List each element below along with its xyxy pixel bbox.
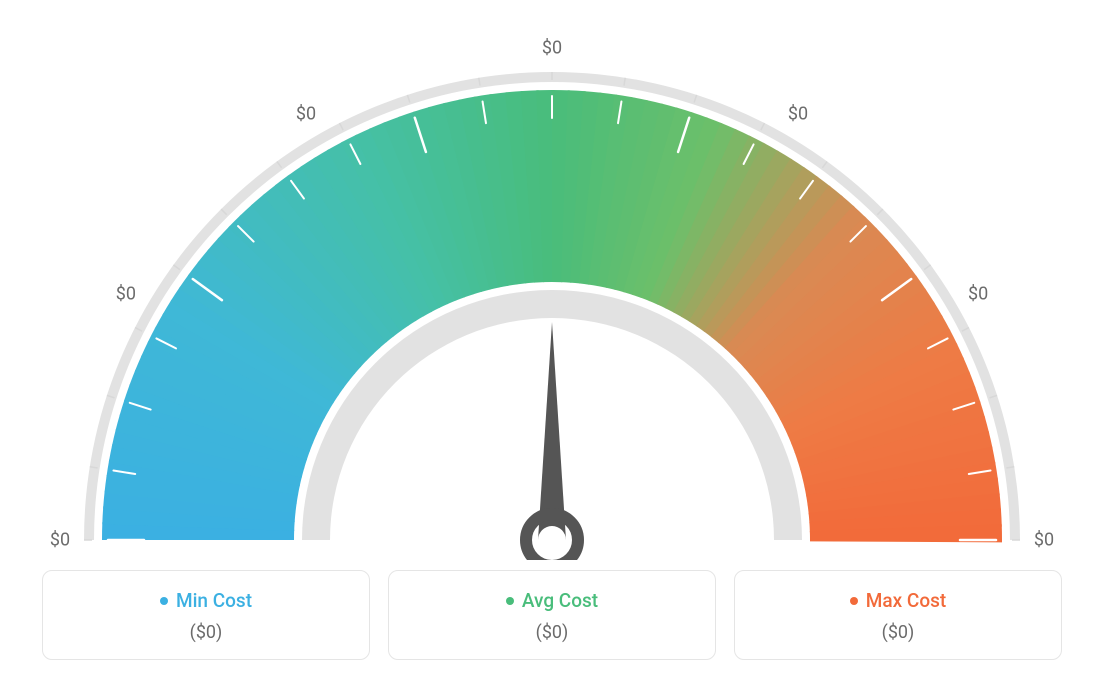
gauge-scale-label: $0 bbox=[116, 284, 136, 305]
legend-value-avg: ($0) bbox=[399, 622, 705, 643]
gauge-scale-label: $0 bbox=[296, 103, 316, 124]
legend-label-max: Max Cost bbox=[866, 589, 946, 612]
legend-card-min: Min Cost ($0) bbox=[42, 570, 370, 660]
gauge-scale-label: $0 bbox=[1034, 530, 1054, 551]
gauge-scale-label: $0 bbox=[542, 38, 562, 59]
legend-row: Min Cost ($0) Avg Cost ($0) Max Cost ($0… bbox=[42, 570, 1062, 660]
legend-card-avg: Avg Cost ($0) bbox=[388, 570, 716, 660]
legend-value-max: ($0) bbox=[745, 622, 1051, 643]
gauge-chart bbox=[0, 20, 1104, 560]
gauge-scale-label: $0 bbox=[968, 284, 988, 305]
gauge-area: $0 $0 $0 $0 $0 $0 $0 bbox=[0, 0, 1104, 560]
gauge-scale-label: $0 bbox=[788, 103, 808, 124]
legend-dot-avg bbox=[506, 597, 514, 605]
legend-dot-min bbox=[160, 597, 168, 605]
legend-label-min: Min Cost bbox=[176, 589, 252, 612]
gauge-scale-label: $0 bbox=[50, 530, 70, 551]
legend-value-min: ($0) bbox=[53, 622, 359, 643]
legend-card-max: Max Cost ($0) bbox=[734, 570, 1062, 660]
legend-label-avg: Avg Cost bbox=[522, 589, 598, 612]
legend-dot-max bbox=[850, 597, 858, 605]
cost-gauge-widget: $0 $0 $0 $0 $0 $0 $0 Min Cost ($0) Avg Cost ($… bbox=[0, 0, 1104, 690]
